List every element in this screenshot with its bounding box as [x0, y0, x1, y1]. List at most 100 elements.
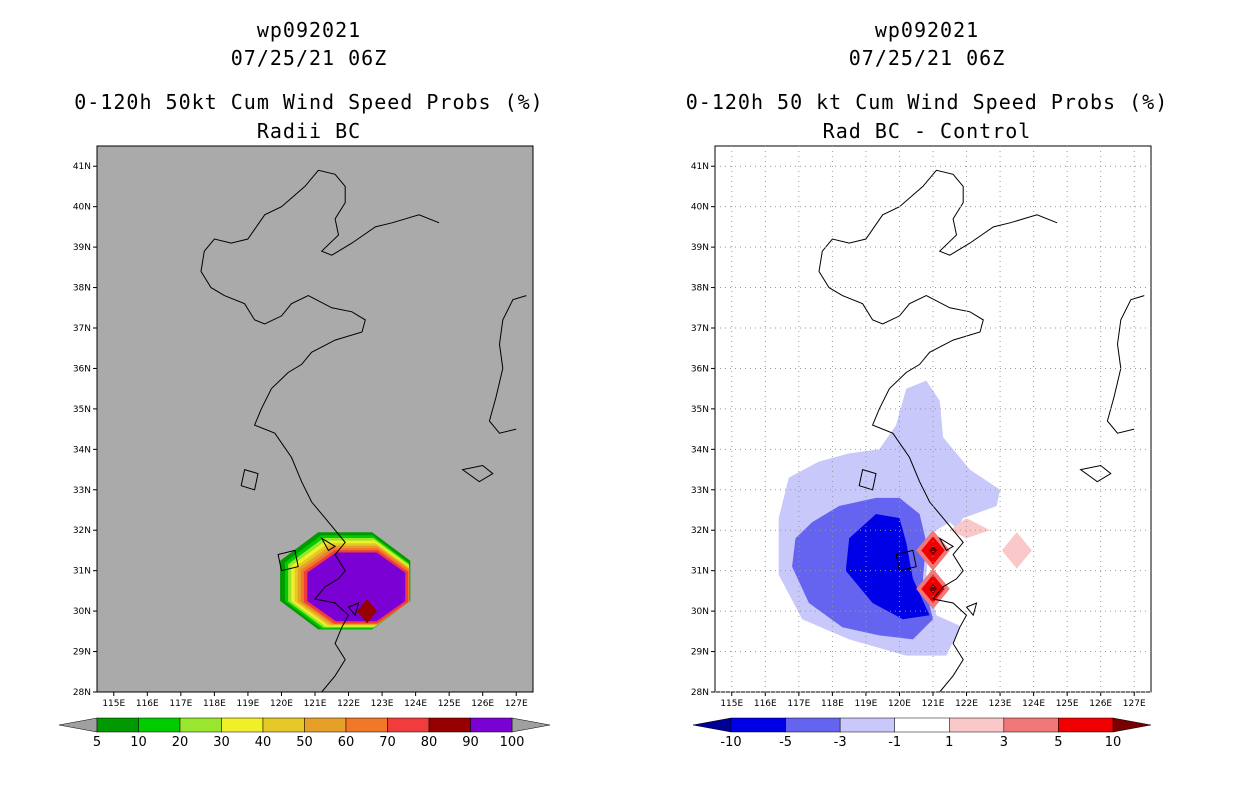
right-colorbar-label: 1 [945, 735, 953, 750]
right-x-tick-label: 120E [888, 699, 911, 709]
left-colorbar-label: 100 [500, 735, 525, 750]
left-colorbar-label: 30 [213, 735, 230, 750]
right-diff-contour-dark-blue [845, 514, 930, 620]
right-y-tick-label: 38N [691, 284, 709, 294]
left-colorbar-label: 50 [296, 735, 313, 750]
right-colorbar-under-arrow [692, 717, 732, 733]
left-x-tick-label: 118E [203, 699, 226, 709]
right-x-tick-label: 121E [922, 699, 945, 709]
left-x-tick-label: 125E [438, 699, 461, 709]
left-colorbar-segment [428, 717, 471, 733]
right-colorbar-segment [894, 717, 950, 733]
left-x-tick-label: 124E [404, 699, 427, 709]
right-y-tick-label: 29N [691, 648, 709, 658]
right-colorbar-segment [1058, 717, 1114, 733]
right-x-tick-label: 125E [1056, 699, 1079, 709]
left-coast-feature [277, 549, 299, 572]
left-y-tick-label: 36N [73, 364, 91, 374]
left-x-tick-label: 115E [102, 699, 125, 709]
right-storm-id: wp092021 [874, 18, 980, 42]
right-x-tick-label: 124E [1022, 699, 1045, 709]
right-colorbar-label: -1 [888, 735, 901, 750]
right-panel: wp092021 07/25/21 06Z 0-120h 50 kt Cum W… [618, 0, 1236, 800]
right-y-tick-label: 31N [691, 567, 709, 577]
right-chart-title: 0-120h 50 kt Cum Wind Speed Probs (%) [685, 90, 1169, 114]
left-colorbar-segment [470, 717, 513, 733]
right-y-tick-label: 39N [691, 243, 709, 253]
right-colorbar-label: -5 [779, 735, 792, 750]
right-coast-feature [858, 468, 877, 491]
left-colorbar-label: 20 [172, 735, 189, 750]
left-colorbar-label: 5 [93, 735, 101, 750]
left-colorbar-over-arrow [511, 717, 551, 733]
right-x-tick-label: 126E [1089, 699, 1112, 709]
left-y-tick-label: 33N [73, 486, 91, 496]
right-x-tick-label: 127E [1123, 699, 1146, 709]
right-diff-max-spot [929, 584, 937, 594]
left-coast-feature [461, 464, 494, 483]
right-colorbar-label: 3 [1000, 735, 1008, 750]
right-colorbar-label: 5 [1054, 735, 1062, 750]
right-colorbar-segment [1003, 717, 1059, 733]
left-x-tick-label: 116E [136, 699, 159, 709]
left-colorbar-label: 60 [338, 735, 355, 750]
right-datetime: 07/25/21 06Z [848, 46, 1006, 70]
left-coast-feature [240, 468, 259, 491]
right-x-tick-label: 119E [854, 699, 877, 709]
right-coast-feature [938, 536, 955, 552]
right-diff-max-spot [929, 545, 937, 556]
right-x-tick-label: 116E [754, 699, 777, 709]
right-colorbar-label: -3 [834, 735, 847, 750]
right-y-tick-label: 34N [691, 445, 709, 455]
left-colorbar-under-arrow [58, 717, 98, 733]
left-colorbar-segment [96, 717, 139, 733]
left-colorbar-label: 90 [462, 735, 479, 750]
right-colorbar-segment [785, 717, 841, 733]
right-map-svg: 115E 116E 117E 118E 119E 120E 121E 122E 123E 124E… [691, 145, 1152, 750]
right-x-tick-label: 118E [821, 699, 844, 709]
right-chart-subtitle: Rad BC - Control [822, 119, 1032, 143]
right-x-tick-label: 122E [955, 699, 978, 709]
left-chart-title: 0-120h 50kt Cum Wind Speed Probs (%) [74, 90, 544, 114]
left-colorbar-segment [345, 717, 388, 733]
left-colorbar-label: 80 [421, 735, 438, 750]
left-y-tick-label: 30N [73, 607, 91, 617]
right-colorbar-over-arrow [1112, 717, 1152, 733]
left-y-tick-label: 40N [73, 203, 91, 213]
left-storm-id: wp092021 [256, 18, 362, 42]
right-colorbar-label: -10 [720, 735, 741, 750]
right-y-tick-label: 40N [691, 203, 709, 213]
left-y-tick-label: 34N [73, 445, 91, 455]
left-coastline [200, 169, 527, 693]
left-chart-subtitle: Radii BC [256, 119, 362, 143]
left-x-tick-label: 122E [337, 699, 360, 709]
right-y-tick-label: 35N [691, 405, 709, 415]
right-y-tick-label: 28N [691, 688, 709, 698]
right-x-tick-label: 123E [989, 699, 1012, 709]
left-x-tick-label: 117E [169, 699, 192, 709]
right-coast-feature [895, 549, 917, 572]
left-y-tick-label: 28N [73, 688, 91, 698]
left-y-tick-label: 32N [73, 526, 91, 536]
right-y-tick-label: 41N [691, 162, 709, 172]
right-x-tick-label: 117E [787, 699, 810, 709]
left-prob-max-spot [356, 599, 377, 624]
left-y-tick-label: 37N [73, 324, 91, 334]
left-colorbar-segment [304, 717, 347, 733]
left-x-tick-label: 119E [236, 699, 259, 709]
left-x-tick-label: 123E [371, 699, 394, 709]
right-colorbar-segment [839, 717, 895, 733]
right-y-tick-label: 37N [691, 324, 709, 334]
left-colorbar-segment [262, 717, 305, 733]
left-colorbar-segment [387, 717, 430, 733]
right-y-tick-label: 30N [691, 607, 709, 617]
left-y-tick-label: 38N [73, 284, 91, 294]
left-panel: wp092021 07/25/21 06Z 0-120h 50kt Cum Wi… [58, 18, 551, 750]
left-colorbar-label: 10 [130, 735, 147, 750]
right-colorbar-label: 10 [1105, 735, 1122, 750]
left-prob-contour [307, 552, 406, 622]
left-x-tick-label: 120E [270, 699, 293, 709]
left-x-tick-label: 121E [304, 699, 327, 709]
left-x-tick-label: 126E [471, 699, 494, 709]
left-colorbar-segment [221, 717, 264, 733]
